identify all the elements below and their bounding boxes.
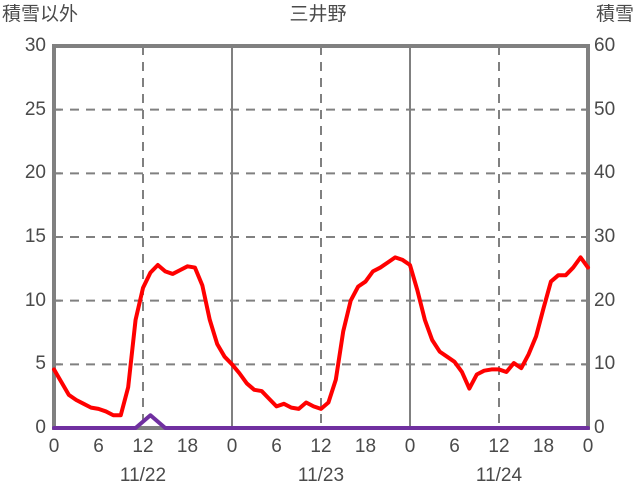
y-axis-right-tick-10: 10: [594, 353, 616, 375]
x-axis-tick-0: 0: [48, 436, 60, 457]
y-axis-left-tick-0: 0: [35, 417, 46, 438]
x-axis-tick-5: 6: [271, 436, 282, 457]
x-axis-tick-3: 18: [176, 436, 199, 457]
left-axis-title: 積雪以外: [2, 4, 79, 25]
y-axis-left-tick-20: 20: [24, 162, 46, 184]
x-axis-day-label-11-24: 11/24: [475, 465, 523, 486]
y-axis-left-tick-10: 10: [24, 289, 46, 311]
y-axis-right-tick-30: 30: [594, 226, 616, 247]
x-axis-day-label-11-22: 11/22: [119, 465, 167, 486]
y-axis-right-tick-40: 40: [594, 162, 616, 184]
series-line-other-than-snow: [52, 255, 590, 418]
y-axis-left-tick-25: 25: [24, 98, 46, 120]
y-axis-right-tick-0: 0: [594, 417, 605, 438]
x-axis-tick-8: 0: [404, 436, 416, 457]
y-axis-left-tick-30: 30: [24, 35, 46, 56]
right-axis-title: 積雪: [595, 4, 634, 25]
x-axis-tick-6: 12: [310, 436, 332, 457]
page-title: 三井野: [289, 4, 347, 25]
x-axis-tick-7: 18: [354, 436, 377, 457]
x-axis-tick-12: 0: [582, 436, 594, 457]
x-axis-tick-9: 6: [449, 436, 460, 457]
y-axis-right-tick-60: 60: [594, 35, 616, 56]
y-axis-right-tick-50: 50: [594, 98, 616, 120]
x-axis-tick-10: 12: [488, 436, 510, 457]
x-axis-day-label-11-23: 11/23: [297, 465, 345, 486]
series-line-snow-depth: [52, 413, 590, 430]
y-axis-left-tick-5: 5: [35, 353, 46, 375]
x-axis-tick-11: 18: [532, 436, 555, 457]
x-axis-tick-2: 12: [132, 436, 154, 457]
x-axis-tick-4: 0: [226, 436, 238, 457]
y-axis-left-tick-15: 15: [24, 226, 46, 247]
y-axis-right-tick-20: 20: [594, 289, 616, 311]
x-axis-tick-1: 6: [93, 436, 104, 457]
horizontal-gridlines: [54, 108, 588, 366]
